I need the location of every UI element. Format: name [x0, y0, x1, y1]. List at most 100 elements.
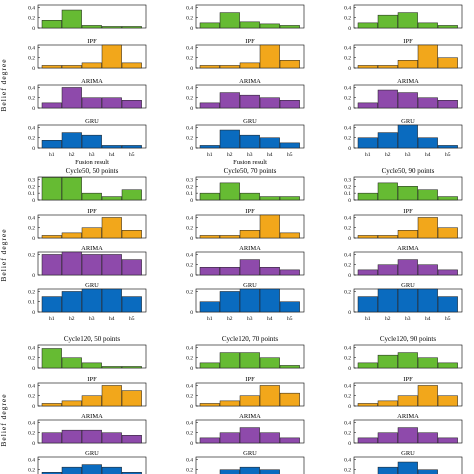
bar [437, 437, 458, 444]
y-tick-label: 0 [190, 366, 193, 372]
y-tick-label: 0.4 [344, 85, 351, 91]
bar [239, 21, 260, 29]
y-tick-label: 0.4 [28, 383, 35, 389]
y-tick-label: 0 [348, 404, 351, 410]
x-tick-label: h3 [247, 152, 253, 158]
y-tick-label: 0 [190, 273, 193, 279]
y-tick-label: 0 [348, 26, 351, 32]
y-tick-label: 0.1 [344, 191, 351, 197]
bar [61, 87, 82, 109]
x-tick-label: h4 [267, 316, 273, 322]
y-tick-label: 0.4 [28, 420, 35, 426]
bar [279, 232, 300, 239]
bar [239, 134, 260, 149]
bar [437, 296, 458, 313]
subplot-title: GRU [243, 450, 257, 457]
bar [101, 196, 122, 201]
bar [219, 129, 240, 149]
bar [219, 432, 240, 444]
bar [279, 365, 300, 369]
bar [81, 227, 102, 239]
bar [259, 97, 280, 109]
bar [61, 251, 82, 276]
y-tick-label: 0 [348, 366, 351, 372]
subplot-title: GRU [85, 282, 99, 289]
y-tick-label: 0 [348, 198, 351, 204]
bar [437, 25, 458, 29]
bar [219, 92, 240, 109]
bar [397, 230, 418, 239]
x-tick-label: h5 [287, 152, 293, 158]
subplot-title: ARIMA [239, 245, 261, 252]
bar [121, 62, 142, 69]
y-tick-label: 0.4 [186, 85, 193, 91]
y-tick-label: 0.4 [344, 252, 351, 258]
subplot-title: GRU [243, 118, 257, 125]
subplot-title: IPF [245, 208, 255, 215]
bar [121, 230, 142, 239]
bar [219, 400, 240, 407]
bar [61, 291, 82, 313]
y-tick-label: 0.2 [344, 394, 351, 400]
y-tick-label: 0.4 [186, 215, 193, 221]
bar [377, 182, 398, 201]
x-tick-label: h4 [425, 316, 431, 322]
bar [357, 437, 378, 444]
x-tick-label: h5 [287, 316, 293, 322]
subplot-title: ARIMA [239, 413, 261, 420]
bar [417, 189, 438, 201]
y-tick-label: 0.4 [344, 125, 351, 131]
y-tick-label: 0 [32, 146, 35, 152]
x-tick-label: h1 [365, 152, 371, 158]
bar [199, 267, 220, 276]
y-tick-label: 0.4 [28, 457, 35, 463]
bar [219, 12, 240, 29]
x-tick-label: h4 [425, 152, 431, 158]
bar [239, 352, 260, 369]
bar [219, 267, 240, 276]
bar [377, 65, 398, 69]
y-tick-label: 0.2 [186, 184, 193, 190]
y-tick-label: 0.2 [186, 263, 193, 269]
y-tick-label: 0.4 [28, 5, 35, 11]
subplot-title: ARIMA [81, 413, 103, 420]
x-tick-label: h1 [49, 152, 55, 158]
bar [239, 230, 260, 239]
bar [357, 102, 378, 109]
bar [377, 235, 398, 239]
bar [81, 62, 102, 69]
axes-box [37, 456, 147, 474]
bar [239, 395, 260, 407]
bar [121, 390, 142, 407]
x-tick-label: h1 [365, 316, 371, 322]
y-tick-label: 0.4 [28, 45, 35, 51]
bar [81, 25, 102, 29]
bar [61, 466, 82, 474]
bar [61, 9, 82, 29]
bar [397, 427, 418, 444]
bar [199, 362, 220, 369]
bar [417, 137, 438, 149]
bar [259, 23, 280, 29]
x-tick-label: h5 [129, 316, 135, 322]
bar [357, 362, 378, 369]
y-tick-label: 0 [190, 441, 193, 447]
bar [219, 182, 240, 201]
subplot-title: ARIMA [397, 78, 419, 85]
panel-title: Cycle50, 90 points [382, 167, 435, 175]
bar [279, 437, 300, 444]
subplot-title: IPF [245, 376, 255, 383]
bar [397, 288, 418, 313]
bar [41, 403, 62, 407]
y-tick-label: 0 [348, 146, 351, 152]
y-tick-label: 0.2 [344, 184, 351, 190]
y-axis-label: Belief degree [0, 58, 8, 111]
bar [259, 432, 280, 444]
bar [417, 357, 438, 369]
y-tick-label: 0 [32, 404, 35, 410]
y-tick-label: 0 [190, 26, 193, 32]
bar [41, 472, 62, 474]
bar [397, 461, 418, 474]
bar [417, 22, 438, 29]
bar [377, 89, 398, 109]
